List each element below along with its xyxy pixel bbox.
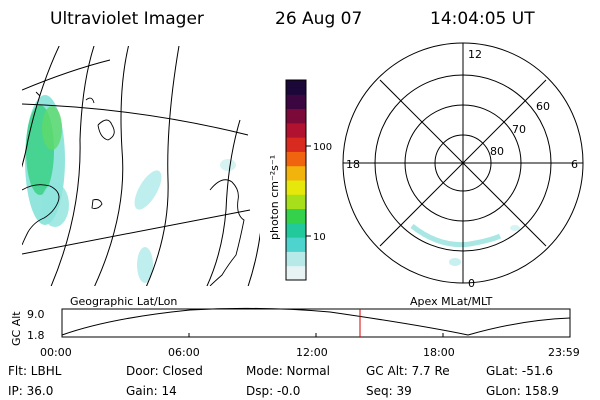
colorbar-cell <box>286 151 306 167</box>
instrument-title: Ultraviolet Imager <box>50 9 204 29</box>
polar-grid <box>342 42 584 284</box>
colorbar-tick-10: 10 <box>313 232 326 243</box>
colorbar-cell <box>286 94 306 110</box>
colorbar-tick-100: 100 <box>313 142 332 153</box>
mlt-label-6: 6 <box>571 158 578 171</box>
polar-plot: 12 18 6 0 60 70 80 <box>342 42 584 290</box>
x-tick-2359: 23:59 <box>548 346 580 359</box>
coastlines <box>22 91 245 286</box>
colorbar-cell <box>286 122 306 138</box>
colorbar-cell <box>286 265 306 281</box>
dsp-value: Dsp: -0.0 <box>246 384 301 398</box>
filter-value: Flt: LBHL <box>8 364 62 378</box>
x-tick-0600: 06:00 <box>168 346 200 359</box>
aurora-emission-map <box>25 95 236 283</box>
colorbar-cell <box>286 208 306 224</box>
mode-value: Mode: Normal <box>246 364 330 378</box>
mlt-label-12: 12 <box>468 48 482 61</box>
mlat-label-80: 80 <box>490 145 504 158</box>
colorbar-cell <box>286 165 306 181</box>
apex-title: Apex MLat/MLT <box>410 295 493 308</box>
colorbar-cell <box>286 180 306 195</box>
altitude-curve <box>61 307 571 336</box>
x-tick-1800: 18:00 <box>423 346 455 359</box>
mlt-label-18: 18 <box>346 158 360 171</box>
colorbar-cell <box>286 194 306 210</box>
colorbar-cell <box>286 80 306 95</box>
glon-value: GLon: 158.9 <box>486 384 559 398</box>
map-grid <box>22 46 260 286</box>
geographic-title: Geographic Lat/Lon <box>70 295 177 308</box>
ip-value: IP: 36.0 <box>8 384 54 398</box>
timeline-frame <box>61 308 571 338</box>
geographic-map <box>22 46 260 286</box>
gc-alt-axis-label: GC Alt <box>10 311 23 346</box>
colorbar-gradient <box>286 80 306 281</box>
colorbar-unit-label: photon cm⁻²s⁻¹ <box>268 155 281 240</box>
door-value: Door: Closed <box>126 364 203 378</box>
mlat-label-70: 70 <box>512 123 526 136</box>
altitude-timeline: Geographic Lat/Lon Apex MLat/MLT GC Alt … <box>10 295 580 359</box>
mlt-label-0: 0 <box>468 277 475 290</box>
colorbar-cell <box>286 137 306 152</box>
mlat-label-60: 60 <box>536 100 550 113</box>
colorbar-cell <box>286 237 306 252</box>
timeline-ticks <box>188 333 444 337</box>
y-tick-1-8: 1.8 <box>27 329 45 342</box>
colorbar-cell <box>286 108 306 124</box>
seq-value: Seq: 39 <box>366 384 412 398</box>
colorbar-cell <box>286 222 306 238</box>
glat-value: GLat: -51.6 <box>486 364 553 378</box>
gc-alt-value: GC Alt: 7.7 Re <box>366 364 450 378</box>
date-label: 26 Aug 07 <box>275 9 362 29</box>
y-tick-9: 9.0 <box>27 308 45 321</box>
colorbar-cell <box>286 251 306 267</box>
gain-value: Gain: 14 <box>126 384 177 398</box>
colorbar: 100 10 photon cm⁻²s⁻¹ <box>268 79 332 281</box>
x-tick-0000: 00:00 <box>40 346 72 359</box>
time-label: 14:04:05 UT <box>430 9 535 29</box>
x-tick-1200: 12:00 <box>296 346 328 359</box>
aurora-emission-polar <box>410 224 502 248</box>
